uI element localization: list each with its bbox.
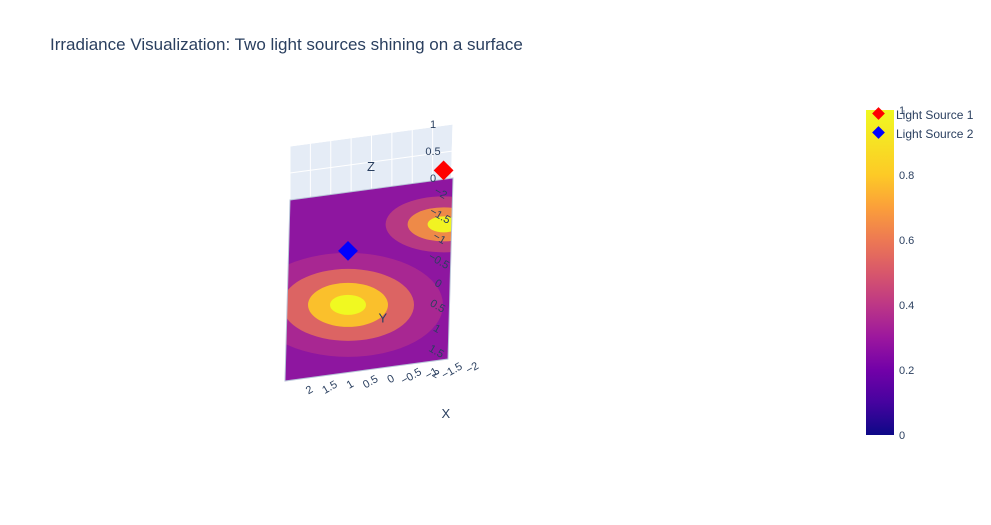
- y-axis-title: Y: [379, 311, 388, 326]
- x-tick-label: −0.5: [399, 366, 424, 387]
- scene-3d[interactable]: −2−1.5−1−0.500.511.52 −2−1.5−1−0.500.511…: [253, 119, 502, 421]
- z-axis-title: Z: [367, 159, 375, 174]
- light-source-1-marker[interactable]: [433, 160, 454, 181]
- grid-line-z: [289, 123, 454, 147]
- y-tick-label: −1: [431, 230, 448, 247]
- colorbar-tick-label: 0: [899, 430, 905, 442]
- x-tick-label: −1: [423, 366, 440, 383]
- z-tick-label: 0: [430, 173, 436, 185]
- x-tick-label: 0: [385, 373, 396, 386]
- y-tick-label: 2: [430, 368, 441, 381]
- irradiance-surface: [284, 177, 454, 382]
- z-tick-label: 1: [430, 119, 436, 131]
- x-axis-title: X: [442, 406, 451, 421]
- colorbar-tick-label: 0.4: [899, 300, 914, 312]
- y-tick-label: −2: [432, 185, 449, 202]
- y-tick-label: 1: [431, 322, 442, 335]
- z-tick-label: 0.5: [425, 146, 440, 158]
- colorbar-tick-label: 1: [899, 105, 905, 117]
- z-axis-ticks: 00.51: [425, 119, 440, 185]
- light-source-2-marker[interactable]: [338, 240, 358, 261]
- x-tick-label: 1.5: [320, 379, 339, 397]
- x-tick-label: 0.5: [361, 373, 380, 391]
- x-tick-label: −1.5: [440, 361, 465, 382]
- colorbar-ticks: 0 0.2 0.4 0.6 0.8 1: [899, 105, 914, 442]
- y-tick-label: 0: [432, 277, 443, 290]
- colorbar-gradient: [866, 110, 894, 435]
- x-tick-label: 1: [345, 378, 356, 391]
- x-tick-label: 2: [304, 384, 315, 397]
- colorbar-tick-label: 0.6: [899, 235, 914, 247]
- colorbar: 0 0.2 0.4 0.6 0.8 1: [866, 105, 914, 442]
- colorbar-tick-label: 0.2: [899, 365, 914, 377]
- colorbar-tick-label: 0.8: [899, 170, 914, 182]
- grid-line-z: [289, 150, 454, 174]
- legend-label-1: Light Source 1: [896, 108, 974, 122]
- chart-title: Irradiance Visualization: Two light sour…: [50, 35, 523, 54]
- legend-label-2: Light Source 2: [896, 127, 974, 141]
- x-tick-label: −2: [464, 360, 481, 377]
